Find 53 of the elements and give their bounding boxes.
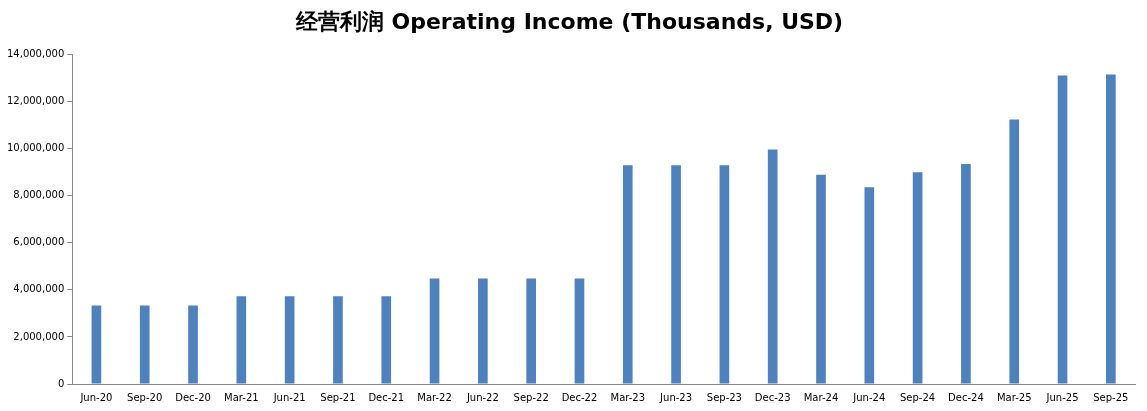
x-tick-label: Mar-25 bbox=[996, 391, 1032, 403]
x-tick-label: Dec-24 bbox=[948, 391, 984, 403]
bar bbox=[526, 278, 536, 384]
y-tick-label: 14,000,000 bbox=[6, 47, 65, 59]
x-tick-label: Dec-22 bbox=[561, 391, 598, 403]
bar bbox=[961, 164, 971, 384]
y-tick-label: 8,000,000 bbox=[13, 189, 65, 201]
bar bbox=[381, 296, 392, 384]
x-tick-label: Mar-22 bbox=[417, 391, 452, 403]
x-tick-label: Dec-21 bbox=[368, 391, 405, 403]
bar bbox=[574, 278, 585, 384]
x-tick-label: Mar-24 bbox=[803, 391, 839, 403]
bar bbox=[284, 296, 295, 384]
x-tick-label: Mar-23 bbox=[610, 391, 646, 403]
bar bbox=[333, 296, 343, 384]
bar bbox=[478, 278, 488, 384]
bar bbox=[622, 165, 633, 384]
bar bbox=[719, 165, 730, 384]
bar bbox=[816, 174, 826, 384]
bar bbox=[429, 278, 440, 384]
chart-title: 经营利润 Operating Income (Thousands, USD) bbox=[294, 8, 844, 34]
bar bbox=[912, 172, 923, 384]
x-tick-label: Sep-22 bbox=[513, 391, 549, 403]
x-tick-label: Sep-25 bbox=[1093, 391, 1129, 403]
x-tick-label: Sep-21 bbox=[320, 391, 356, 403]
bar bbox=[91, 305, 102, 384]
x-tick-label: Jun-21 bbox=[272, 391, 306, 403]
bar bbox=[1009, 119, 1020, 384]
y-tick-label: 10,000,000 bbox=[6, 142, 65, 154]
y-tick-label: 6,000,000 bbox=[13, 236, 65, 248]
x-tick-label: Jun-20 bbox=[79, 391, 113, 403]
bar bbox=[1106, 74, 1116, 384]
bar bbox=[236, 296, 247, 384]
y-tick-label: 0 bbox=[57, 377, 65, 389]
y-tick-label: 2,000,000 bbox=[13, 330, 65, 342]
x-tick-label: Sep-23 bbox=[706, 391, 742, 403]
bar bbox=[671, 165, 681, 384]
x-tick-label: Jun-23 bbox=[659, 391, 693, 403]
y-tick-label: 4,000,000 bbox=[13, 283, 65, 295]
bar bbox=[864, 187, 875, 384]
x-tick-label: Sep-24 bbox=[900, 391, 936, 403]
x-tick-label: Dec-23 bbox=[754, 391, 791, 403]
y-tick-label: 12,000,000 bbox=[6, 95, 65, 107]
bar bbox=[767, 149, 778, 384]
x-tick-label: Jun-24 bbox=[852, 391, 886, 403]
x-tick-label: Jun-25 bbox=[1045, 391, 1079, 403]
x-tick-label: Jun-22 bbox=[465, 391, 499, 403]
x-tick-label: Mar-21 bbox=[224, 391, 259, 403]
bar bbox=[188, 305, 198, 384]
x-tick-label: Sep-20 bbox=[127, 391, 163, 403]
bar bbox=[139, 305, 150, 384]
bar bbox=[1057, 75, 1068, 384]
x-tick-label: Dec-20 bbox=[175, 391, 211, 403]
